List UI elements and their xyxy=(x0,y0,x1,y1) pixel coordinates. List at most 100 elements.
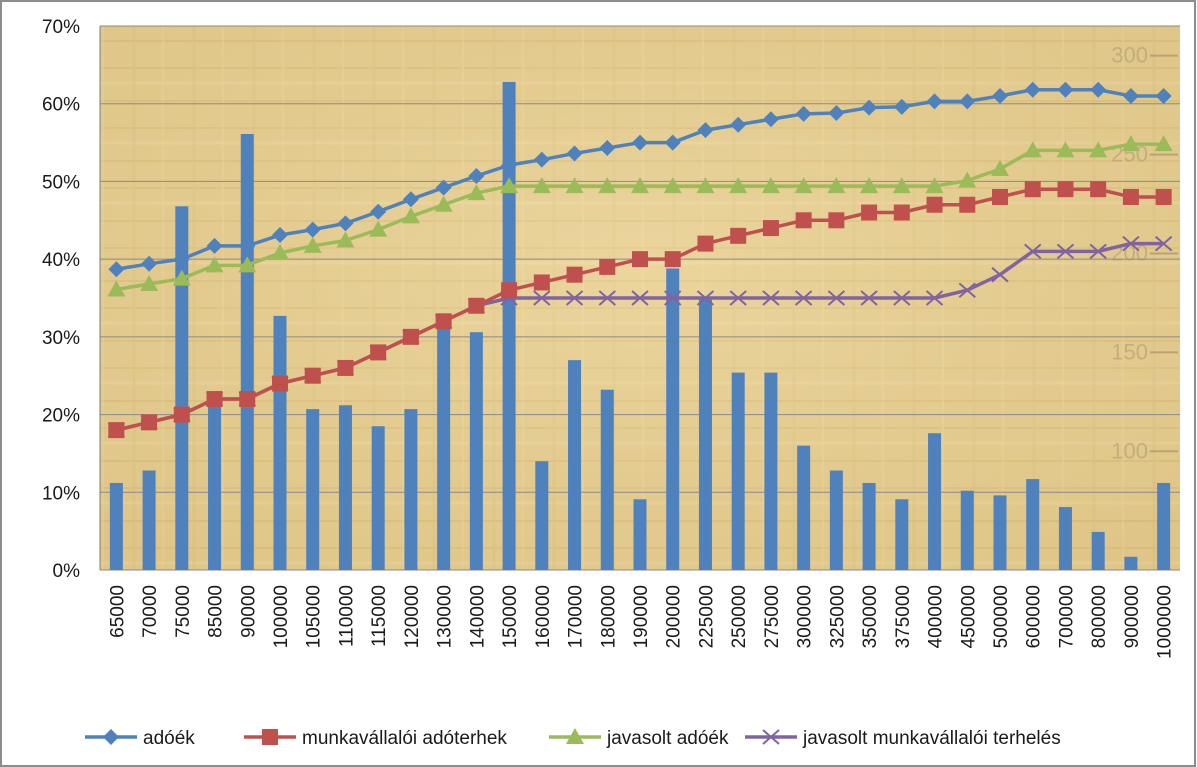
data-point-marker xyxy=(103,729,119,745)
data-point-marker xyxy=(991,266,1009,283)
data-point-marker xyxy=(533,151,550,168)
data-point-marker xyxy=(1154,235,1173,252)
bar xyxy=(1058,507,1072,570)
legend-item: adóék xyxy=(85,728,195,749)
data-point-marker xyxy=(108,261,125,278)
data-point-marker xyxy=(664,251,681,268)
data-point-marker xyxy=(533,274,550,291)
x-tick-label: 200000 xyxy=(664,585,685,648)
data-point-marker xyxy=(1024,81,1041,98)
data-point-marker xyxy=(828,105,845,122)
data-point-marker xyxy=(1057,181,1074,198)
bar xyxy=(764,372,778,570)
data-point-marker xyxy=(729,177,748,194)
x-tick-label: 150000 xyxy=(500,585,521,648)
data-point-marker xyxy=(958,171,977,188)
data-point-marker xyxy=(1122,188,1139,205)
x-tick-label: 140000 xyxy=(467,585,488,648)
legend-item: javasolt adóék xyxy=(549,728,729,749)
bar xyxy=(535,461,549,570)
data-point-marker xyxy=(794,290,813,306)
data-point-marker xyxy=(533,290,551,306)
bar xyxy=(993,495,1007,570)
bar xyxy=(502,81,516,570)
data-point-marker xyxy=(664,134,681,151)
y-tick-label: 10% xyxy=(42,483,80,504)
bar xyxy=(698,299,712,570)
data-point-marker xyxy=(304,367,321,384)
data-point-marker xyxy=(892,177,911,194)
data-point-marker xyxy=(173,251,190,268)
data-point-marker xyxy=(238,256,257,273)
bar xyxy=(109,482,123,570)
bar xyxy=(666,268,680,570)
data-point-marker xyxy=(992,87,1008,104)
data-point-marker xyxy=(501,157,518,174)
data-point-marker xyxy=(761,177,780,194)
bar xyxy=(338,405,352,570)
bar xyxy=(142,470,156,570)
data-point-marker xyxy=(861,99,878,116)
data-point-marker xyxy=(697,235,714,252)
data-point-marker xyxy=(172,269,191,286)
data-point-marker xyxy=(467,184,486,201)
bar xyxy=(960,490,974,570)
x-tick-label: 500000 xyxy=(991,585,1012,648)
x-tick-label: 800000 xyxy=(1089,585,1110,648)
data-point-marker xyxy=(1024,181,1041,198)
legend-label: munkavállalói adóterhek xyxy=(302,728,507,749)
bar xyxy=(175,206,189,570)
y-tick-label: 20% xyxy=(42,406,80,427)
data-point-marker xyxy=(501,282,518,299)
data-point-marker xyxy=(828,212,845,229)
bar xyxy=(273,315,287,570)
data-point-marker xyxy=(893,98,910,115)
bar xyxy=(1157,482,1171,570)
x-tick-label: 85000 xyxy=(206,585,227,638)
data-point-marker xyxy=(401,207,420,224)
x-tick-label: 300000 xyxy=(795,585,816,648)
data-point-marker xyxy=(1122,235,1140,252)
data-point-marker xyxy=(141,255,158,272)
x-axis-ticks: 65000 70000 75000 85000 90000 100000 105000 110… xyxy=(107,585,1175,659)
x-tick-label: 700000 xyxy=(1056,585,1077,648)
data-point-marker xyxy=(925,177,944,194)
data-point-marker xyxy=(468,297,485,314)
data-point-marker xyxy=(1056,243,1075,260)
data-point-marker xyxy=(860,177,879,194)
data-point-marker xyxy=(272,375,288,392)
data-point-marker xyxy=(239,237,256,254)
x-tick-label: 275000 xyxy=(762,585,783,648)
line-series-1 xyxy=(108,81,1172,278)
data-point-marker xyxy=(631,177,649,194)
bar xyxy=(895,499,909,570)
data-point-marker xyxy=(1121,135,1140,152)
data-point-marker xyxy=(827,290,846,306)
bar xyxy=(928,433,942,570)
data-point-marker xyxy=(336,231,355,248)
x-tick-label: 120000 xyxy=(402,585,423,648)
data-point-marker xyxy=(1155,188,1172,205)
data-point-marker xyxy=(697,122,714,139)
y-tick-label: 0% xyxy=(53,561,81,582)
data-point-marker xyxy=(893,290,911,306)
x-tick-label: 160000 xyxy=(533,585,554,648)
legend-label: adóék xyxy=(143,728,195,749)
x-tick-label: 75000 xyxy=(173,585,194,638)
data-point-marker xyxy=(794,177,813,194)
data-point-marker xyxy=(140,275,159,292)
x-tick-label: 115000 xyxy=(369,585,390,647)
data-point-marker xyxy=(663,177,682,194)
x-tick-label: 450000 xyxy=(958,585,979,648)
data-point-marker xyxy=(598,290,616,306)
data-point-marker xyxy=(1154,135,1173,152)
data-point-marker xyxy=(1155,87,1172,104)
data-point-marker xyxy=(337,215,354,232)
data-point-marker xyxy=(762,220,779,237)
bar xyxy=(600,389,614,570)
data-point-marker xyxy=(599,258,616,275)
data-point-marker xyxy=(1122,87,1139,104)
data-point-marker xyxy=(565,177,584,194)
data-point-marker xyxy=(762,111,779,128)
bar xyxy=(1091,531,1105,570)
